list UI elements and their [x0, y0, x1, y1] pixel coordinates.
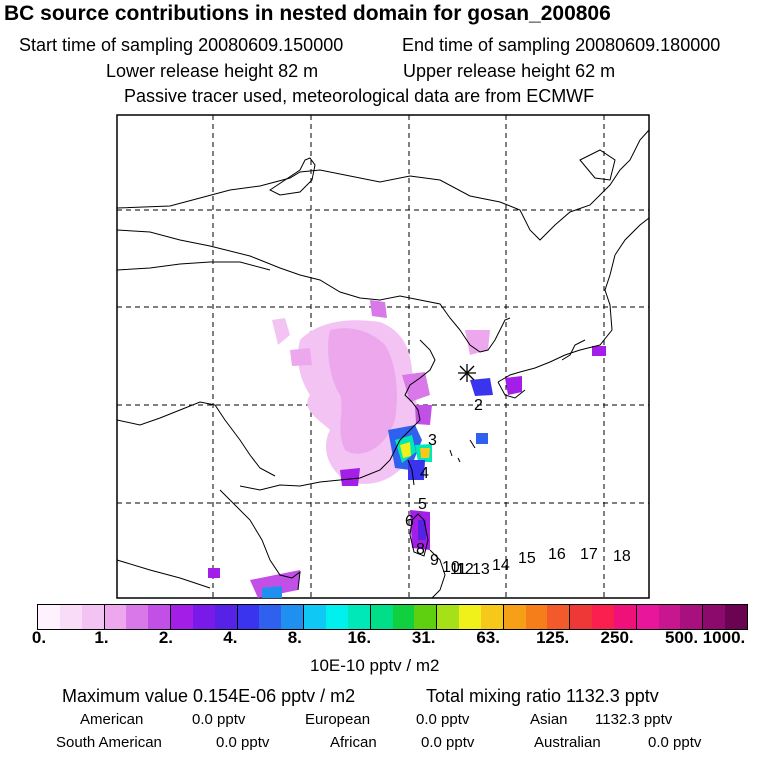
colorbar-tick-label: 63. — [476, 628, 500, 647]
australian-label: Australian — [534, 734, 601, 751]
colorbar-swatch — [570, 605, 593, 629]
colorbar — [37, 604, 748, 630]
colorbar-tick-label: 0. — [31, 628, 47, 647]
colorbar-swatch — [281, 605, 305, 629]
traj-label: 5 — [418, 496, 427, 513]
traj-label: 9 — [430, 552, 439, 569]
colorbar-swatch — [192, 605, 215, 629]
colorbar-swatch — [437, 605, 460, 629]
colorbar-tick-label: 31. — [411, 628, 436, 647]
colorbar-swatch — [59, 605, 82, 629]
colorbar-swatch — [613, 605, 637, 629]
colorbar-swatch — [392, 605, 415, 629]
colorbar-tick-label: 250. — [600, 628, 634, 647]
end-time: End time of sampling 20080609.180000 — [402, 35, 721, 55]
traj-label: 18 — [613, 548, 631, 565]
american-value: 0.0 pptv — [192, 711, 246, 728]
traj-label: 10 — [442, 559, 460, 576]
coastlines — [116, 129, 650, 599]
colorbar-tick-label: 1. — [94, 628, 109, 647]
traj-label: 13 — [472, 561, 490, 578]
colorbar-tick-label: 500. — [664, 628, 699, 647]
colorbar-swatch — [214, 605, 238, 629]
african-value: 0.0 pptv — [421, 734, 475, 751]
traj-label: 12 — [456, 561, 474, 578]
chart-title: BC source contributions in nested domain… — [4, 2, 611, 25]
colorbar-swatch — [547, 605, 571, 629]
traj-label: 16 — [548, 546, 566, 563]
traj-label: 6 — [405, 513, 414, 530]
maximum-value: Maximum value 0.154E-06 pptv / m2 — [62, 686, 356, 706]
colorbar-swatch — [503, 605, 526, 629]
european-label: European — [305, 711, 371, 728]
colorbar-swatch — [725, 605, 747, 629]
trajectory-labels: 2 3 4 5 6 8 9 10 11 12 13 14 15 16 17 18 — [405, 397, 631, 578]
traj-label: 17 — [580, 546, 598, 563]
colorbar-swatch — [237, 605, 260, 629]
colorbar-swatch — [459, 605, 481, 629]
south-american-value: 0.0 pptv — [216, 734, 270, 751]
colorbar-swatch — [126, 605, 149, 629]
european-value: 0.0 pptv — [416, 711, 470, 728]
traj-label: 2 — [474, 397, 483, 414]
colorbar-swatch — [325, 605, 348, 629]
start-time: Start time of sampling 20080609.150000 — [19, 35, 344, 55]
traj-label: 15 — [518, 550, 536, 567]
traj-label: 11 — [450, 561, 467, 578]
colorbar-swatch — [592, 605, 614, 629]
colorbar-swatch — [658, 605, 681, 629]
colorbar-swatch — [480, 605, 504, 629]
colorbar-swatch — [38, 605, 60, 629]
upper-release-height: Upper release height 62 m — [403, 61, 616, 81]
source-field — [208, 300, 606, 598]
colorbar-unit: 10E-10 pptv / m2 — [310, 656, 440, 675]
colorbar-tick-label: 125. — [536, 628, 570, 647]
asian-value: 1132.3 pptv — [595, 711, 673, 728]
colorbar-tick-label: 1000. — [702, 628, 746, 647]
colorbar-swatch — [414, 605, 438, 629]
colorbar-tick-label: 8. — [287, 628, 302, 647]
colorbar-swatch — [347, 605, 371, 629]
colorbar-swatch — [104, 605, 127, 629]
lower-release-height: Lower release height 82 m — [106, 61, 319, 81]
traj-label: 8 — [416, 541, 425, 558]
colorbar-swatch — [259, 605, 282, 629]
colorbar-tick-label: 4. — [223, 628, 238, 647]
receptor-marker — [458, 364, 476, 382]
asian-label: Asian — [530, 711, 568, 728]
american-label: American — [80, 711, 144, 728]
traj-label: 3 — [428, 432, 437, 449]
colorbar-swatch — [304, 605, 326, 629]
colorbar-tick-label: 16. — [347, 628, 372, 647]
traj-label: 14 — [492, 557, 510, 574]
colorbar-swatch — [148, 605, 172, 629]
total-mixing-ratio: Total mixing ratio 1132.3 pptv — [426, 686, 659, 706]
colorbar-tick-label: 2. — [158, 628, 173, 647]
colorbar-swatch — [636, 605, 659, 629]
colorbar-swatch — [171, 605, 193, 629]
colorbar-swatch — [370, 605, 393, 629]
map-plot: 2 3 4 5 6 8 9 10 11 12 13 14 15 16 17 18 — [116, 114, 650, 599]
south-american-label: South American — [56, 734, 162, 751]
colorbar-swatch — [525, 605, 548, 629]
african-label: African — [330, 734, 377, 751]
colorbar-swatch — [703, 605, 726, 629]
traj-label: 4 — [420, 465, 429, 482]
colorbar-swatch — [81, 605, 105, 629]
colorbar-swatch — [680, 605, 704, 629]
tracer-note: Passive tracer used, meteorological data… — [124, 86, 595, 106]
australian-value: 0.0 pptv — [648, 734, 702, 751]
